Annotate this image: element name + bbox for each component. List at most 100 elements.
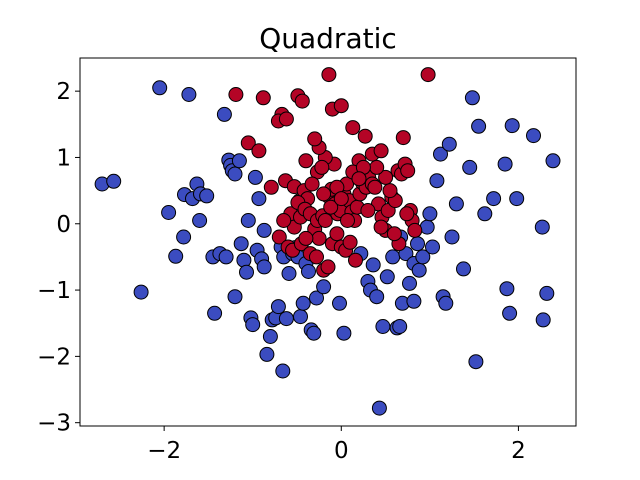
data-point <box>400 163 416 179</box>
data-point <box>379 269 395 285</box>
data-point <box>422 206 438 222</box>
data-point <box>295 295 311 311</box>
data-point <box>382 183 398 199</box>
data-point <box>304 176 320 192</box>
y-tick-label: −2 <box>37 344 71 370</box>
data-point <box>502 305 518 321</box>
data-point <box>233 236 249 252</box>
data-point <box>526 128 541 144</box>
data-point <box>410 236 425 252</box>
x-axis: −2 0 2 <box>147 426 526 464</box>
data-point <box>365 257 381 273</box>
data-point <box>509 191 525 207</box>
data-point <box>468 354 484 370</box>
data-point <box>373 219 389 235</box>
data-point <box>395 130 411 146</box>
data-point <box>181 87 197 102</box>
data-point <box>392 319 408 334</box>
data-point <box>227 289 243 305</box>
data-point <box>240 135 256 151</box>
y-tick-label: −1 <box>37 278 71 304</box>
data-point <box>348 252 363 268</box>
y-tick-label: 1 <box>56 145 71 171</box>
data-point <box>402 275 417 291</box>
data-point <box>275 363 291 379</box>
data-point <box>499 281 515 297</box>
data-point <box>429 173 445 189</box>
data-point <box>216 106 232 122</box>
data-point <box>378 169 394 185</box>
data-point <box>106 173 122 189</box>
data-point <box>293 309 308 325</box>
data-point <box>309 249 324 265</box>
data-point <box>256 259 272 275</box>
data-point <box>316 186 332 202</box>
data-point <box>471 118 487 134</box>
data-point <box>228 87 244 102</box>
data-point <box>438 295 454 311</box>
data-point <box>152 80 168 96</box>
data-point <box>399 206 415 222</box>
data-point <box>340 213 355 228</box>
data-point <box>207 305 223 321</box>
data-point <box>497 156 513 172</box>
axes-frame <box>79 57 577 427</box>
data-point <box>262 329 278 344</box>
data-point <box>336 325 352 341</box>
data-point <box>259 346 275 362</box>
data-point <box>306 325 322 341</box>
data-point <box>425 239 440 255</box>
y-tick-label: 2 <box>56 79 71 105</box>
data-point <box>433 146 448 162</box>
data-point <box>309 290 324 306</box>
data-point <box>342 234 358 250</box>
data-point <box>448 196 464 212</box>
data-point <box>464 90 480 106</box>
data-point <box>545 153 561 169</box>
y-axis: −3 −2 −1 0 1 2 <box>37 79 80 437</box>
data-point <box>311 230 327 246</box>
data-point <box>539 285 555 301</box>
data-point <box>320 259 336 275</box>
data-point <box>278 111 294 127</box>
data-point <box>199 188 215 204</box>
data-point <box>278 311 294 327</box>
data-point <box>456 261 471 277</box>
data-point <box>256 222 272 238</box>
data-point <box>535 312 551 328</box>
points-layer <box>94 67 561 416</box>
data-point <box>441 136 457 152</box>
data-point <box>231 153 247 169</box>
data-point <box>367 179 383 195</box>
data-point <box>420 67 436 83</box>
data-point <box>329 226 345 242</box>
data-point <box>444 229 460 245</box>
data-point <box>251 191 267 207</box>
data-point <box>276 213 292 228</box>
data-point <box>239 264 254 280</box>
data-point <box>407 222 423 238</box>
data-point <box>333 98 349 114</box>
data-point <box>373 143 389 159</box>
data-point <box>369 289 385 305</box>
data-point <box>314 159 330 175</box>
data-point <box>323 199 339 215</box>
data-point <box>415 249 431 265</box>
data-point <box>316 279 332 295</box>
data-point <box>333 191 349 207</box>
data-point <box>317 213 333 228</box>
x-tick-label: 0 <box>334 438 349 464</box>
data-point <box>168 248 184 264</box>
data-point <box>375 319 391 334</box>
data-point <box>360 203 376 218</box>
data-point <box>298 153 314 169</box>
data-point <box>247 169 263 185</box>
data-point <box>298 230 314 246</box>
data-point <box>281 266 297 281</box>
y-tick-label: −3 <box>37 411 71 437</box>
data-point <box>351 171 367 187</box>
data-point <box>332 295 347 311</box>
data-point <box>192 213 208 228</box>
data-point <box>477 206 493 222</box>
